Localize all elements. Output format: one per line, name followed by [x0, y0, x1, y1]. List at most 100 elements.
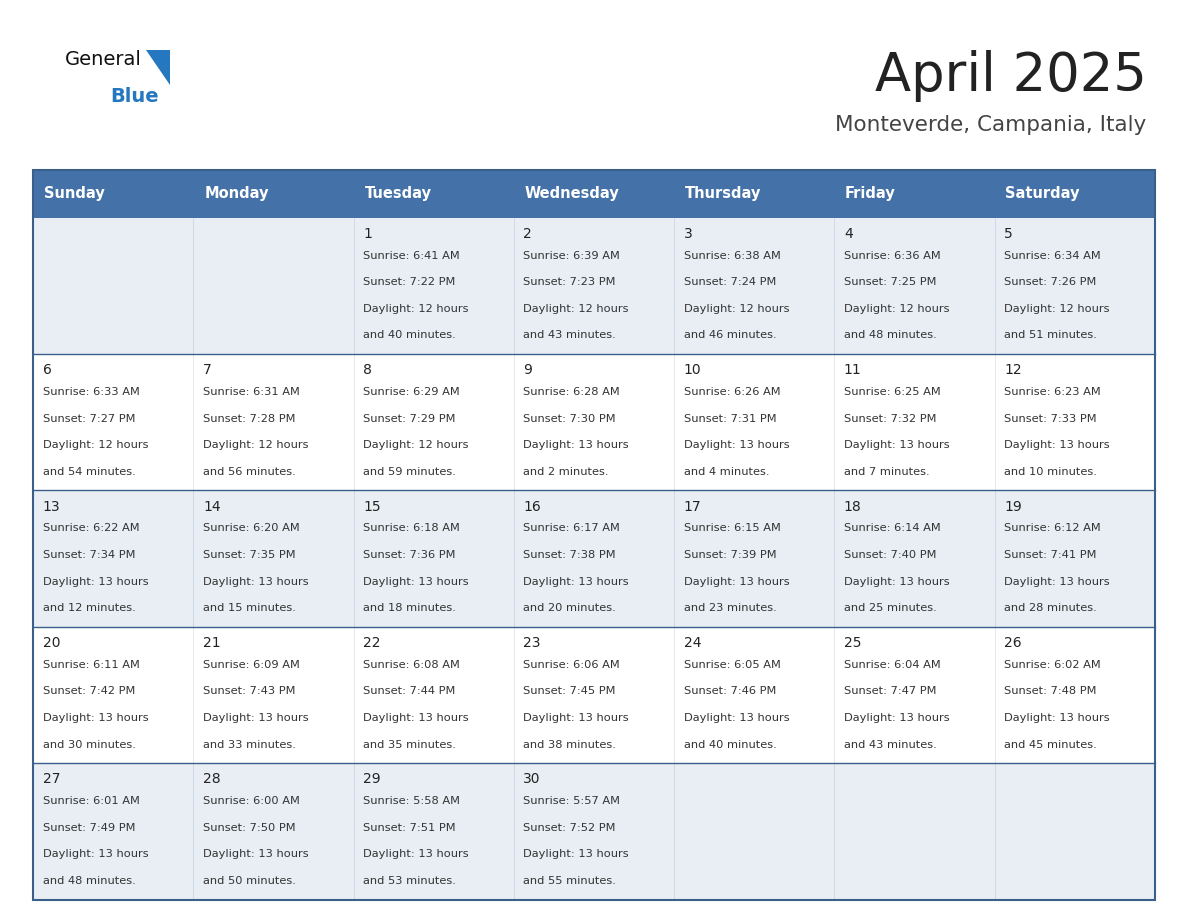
Text: and 48 minutes.: and 48 minutes. [43, 876, 135, 886]
Text: Sunrise: 5:57 AM: Sunrise: 5:57 AM [524, 796, 620, 806]
Text: Daylight: 13 hours: Daylight: 13 hours [1004, 577, 1110, 587]
Text: Daylight: 13 hours: Daylight: 13 hours [364, 849, 469, 859]
Text: and 35 minutes.: and 35 minutes. [364, 740, 456, 750]
Text: Sunset: 7:34 PM: Sunset: 7:34 PM [43, 550, 135, 560]
Text: and 43 minutes.: and 43 minutes. [843, 740, 936, 750]
Text: and 40 minutes.: and 40 minutes. [364, 330, 456, 341]
Text: Sunrise: 6:00 AM: Sunrise: 6:00 AM [203, 796, 299, 806]
Text: Sunset: 7:26 PM: Sunset: 7:26 PM [1004, 277, 1097, 287]
Text: Sunset: 7:32 PM: Sunset: 7:32 PM [843, 414, 936, 423]
Text: Daylight: 13 hours: Daylight: 13 hours [683, 713, 789, 723]
Bar [33, 170, 194, 218]
Text: 23: 23 [524, 636, 541, 650]
Bar [354, 490, 514, 627]
Text: Sunset: 7:33 PM: Sunset: 7:33 PM [1004, 414, 1097, 423]
Text: Daylight: 13 hours: Daylight: 13 hours [843, 577, 949, 587]
Text: 18: 18 [843, 499, 861, 513]
Text: and 4 minutes.: and 4 minutes. [683, 467, 769, 476]
Text: Tuesday: Tuesday [365, 186, 431, 201]
Bar [834, 170, 994, 218]
Bar [33, 627, 194, 763]
Text: Sunset: 7:46 PM: Sunset: 7:46 PM [683, 687, 776, 697]
Text: Sunrise: 6:25 AM: Sunrise: 6:25 AM [843, 387, 941, 397]
Text: 20: 20 [43, 636, 61, 650]
Text: Sunset: 7:36 PM: Sunset: 7:36 PM [364, 550, 456, 560]
Bar [674, 170, 834, 218]
Text: Sunset: 7:52 PM: Sunset: 7:52 PM [524, 823, 615, 833]
Text: Sunrise: 6:15 AM: Sunrise: 6:15 AM [683, 523, 781, 533]
Text: Sunset: 7:40 PM: Sunset: 7:40 PM [843, 550, 936, 560]
Text: Daylight: 13 hours: Daylight: 13 hours [203, 849, 309, 859]
Text: Sunset: 7:43 PM: Sunset: 7:43 PM [203, 687, 296, 697]
Text: Sunset: 7:49 PM: Sunset: 7:49 PM [43, 823, 135, 833]
Text: Sunrise: 6:23 AM: Sunrise: 6:23 AM [1004, 387, 1101, 397]
Text: Daylight: 13 hours: Daylight: 13 hours [524, 577, 628, 587]
Text: 9: 9 [524, 364, 532, 377]
Text: Daylight: 13 hours: Daylight: 13 hours [524, 713, 628, 723]
Text: 22: 22 [364, 636, 380, 650]
Text: and 45 minutes.: and 45 minutes. [1004, 740, 1097, 750]
Text: Daylight: 13 hours: Daylight: 13 hours [1004, 441, 1110, 450]
Bar [194, 170, 354, 218]
Text: Sunrise: 6:41 AM: Sunrise: 6:41 AM [364, 251, 460, 261]
Text: and 51 minutes.: and 51 minutes. [1004, 330, 1097, 341]
Text: Sunday: Sunday [44, 186, 105, 201]
Text: and 38 minutes.: and 38 minutes. [524, 740, 617, 750]
Text: Daylight: 12 hours: Daylight: 12 hours [203, 441, 309, 450]
Text: Sunrise: 6:36 AM: Sunrise: 6:36 AM [843, 251, 941, 261]
Text: 30: 30 [524, 772, 541, 787]
Bar [674, 490, 834, 627]
Text: Sunrise: 6:11 AM: Sunrise: 6:11 AM [43, 660, 140, 670]
Text: General: General [65, 50, 143, 70]
Text: and 30 minutes.: and 30 minutes. [43, 740, 135, 750]
Text: 21: 21 [203, 636, 221, 650]
Text: Sunset: 7:39 PM: Sunset: 7:39 PM [683, 550, 776, 560]
Text: Sunset: 7:31 PM: Sunset: 7:31 PM [683, 414, 776, 423]
Text: Daylight: 13 hours: Daylight: 13 hours [843, 441, 949, 450]
Bar [514, 170, 674, 218]
Text: Daylight: 13 hours: Daylight: 13 hours [43, 577, 148, 587]
Bar [674, 354, 834, 490]
Text: Sunrise: 6:17 AM: Sunrise: 6:17 AM [524, 523, 620, 533]
Text: Sunrise: 6:39 AM: Sunrise: 6:39 AM [524, 251, 620, 261]
Text: and 56 minutes.: and 56 minutes. [203, 467, 296, 476]
Bar [33, 354, 194, 490]
Text: 11: 11 [843, 364, 861, 377]
Text: Blue: Blue [110, 87, 159, 106]
Text: Daylight: 12 hours: Daylight: 12 hours [843, 304, 949, 314]
Text: 16: 16 [524, 499, 542, 513]
Bar [354, 170, 514, 218]
Bar [514, 218, 674, 354]
Text: 25: 25 [843, 636, 861, 650]
Text: and 10 minutes.: and 10 minutes. [1004, 467, 1097, 476]
Text: Sunrise: 6:34 AM: Sunrise: 6:34 AM [1004, 251, 1101, 261]
Text: and 46 minutes.: and 46 minutes. [683, 330, 776, 341]
Text: 12: 12 [1004, 364, 1022, 377]
Bar [194, 354, 354, 490]
Text: April 2025: April 2025 [874, 50, 1146, 103]
Text: Sunset: 7:38 PM: Sunset: 7:38 PM [524, 550, 617, 560]
Bar [674, 627, 834, 763]
Text: Thursday: Thursday [684, 186, 762, 201]
Bar [834, 218, 994, 354]
Bar [33, 490, 194, 627]
Text: Daylight: 12 hours: Daylight: 12 hours [683, 304, 789, 314]
Text: Sunset: 7:42 PM: Sunset: 7:42 PM [43, 687, 135, 697]
Text: 29: 29 [364, 772, 381, 787]
Text: Daylight: 13 hours: Daylight: 13 hours [683, 577, 789, 587]
Text: and 2 minutes.: and 2 minutes. [524, 467, 609, 476]
Text: Sunset: 7:30 PM: Sunset: 7:30 PM [524, 414, 617, 423]
Text: 28: 28 [203, 772, 221, 787]
Text: and 40 minutes.: and 40 minutes. [683, 740, 777, 750]
Text: Daylight: 13 hours: Daylight: 13 hours [1004, 713, 1110, 723]
Bar [514, 490, 674, 627]
Text: Daylight: 13 hours: Daylight: 13 hours [364, 713, 469, 723]
Bar [194, 218, 354, 354]
Text: Sunset: 7:51 PM: Sunset: 7:51 PM [364, 823, 456, 833]
Text: Sunrise: 6:20 AM: Sunrise: 6:20 AM [203, 523, 299, 533]
Text: and 50 minutes.: and 50 minutes. [203, 876, 296, 886]
Text: Sunrise: 6:18 AM: Sunrise: 6:18 AM [364, 523, 460, 533]
Text: and 54 minutes.: and 54 minutes. [43, 467, 135, 476]
Text: Daylight: 12 hours: Daylight: 12 hours [524, 304, 628, 314]
Text: 10: 10 [683, 364, 701, 377]
